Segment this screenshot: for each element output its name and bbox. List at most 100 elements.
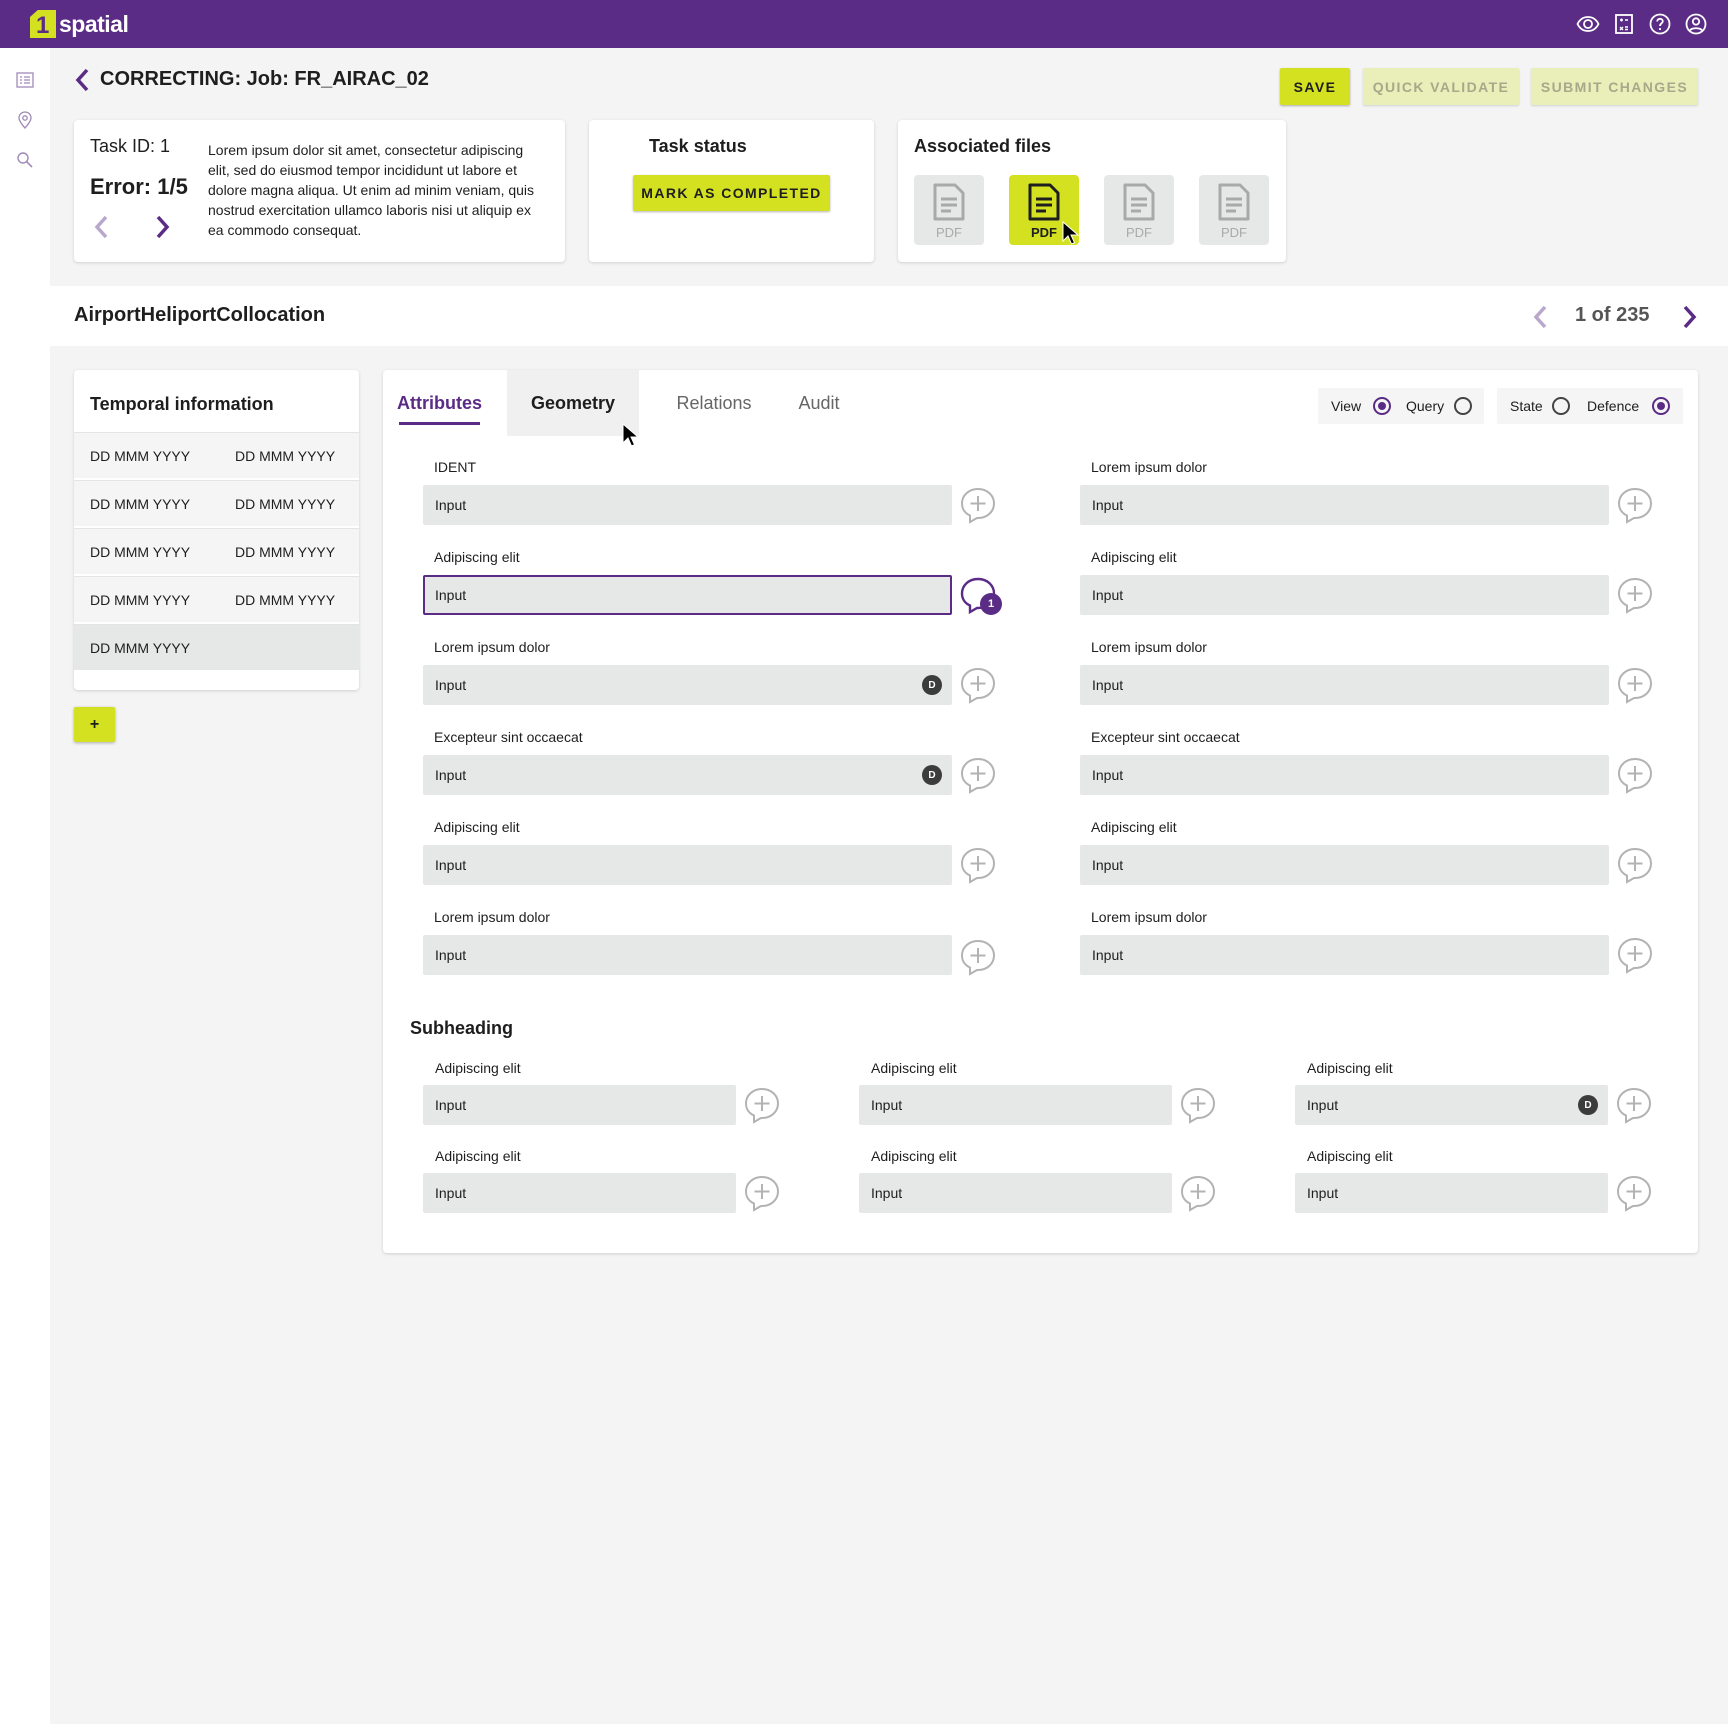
left-rail xyxy=(0,48,50,1724)
state-radio[interactable] xyxy=(1552,397,1570,415)
temporal-end-date: DD MMM YYYY xyxy=(235,496,336,512)
add-comment-icon[interactable] xyxy=(1615,575,1655,615)
field-label: Adipiscing elit xyxy=(434,549,520,565)
field-label: Adipiscing elit xyxy=(435,1060,521,1076)
search-icon[interactable] xyxy=(15,150,35,170)
add-comment-icon[interactable] xyxy=(742,1085,782,1125)
temporal-start-date: DD MMM YYYY xyxy=(90,448,191,464)
account-icon[interactable] xyxy=(1684,12,1708,36)
add-temporal-button[interactable]: + xyxy=(74,707,115,742)
text-input[interactable]: Input xyxy=(423,1173,736,1213)
state-defence-toggle: State Defence xyxy=(1497,388,1683,424)
eye-icon[interactable] xyxy=(1576,12,1600,36)
previous-error-chevron-icon[interactable] xyxy=(90,212,112,242)
associated-files-title: Associated files xyxy=(914,136,1052,156)
input-value: Input xyxy=(435,677,467,693)
text-input[interactable]: Input xyxy=(1080,845,1609,885)
document-icon xyxy=(1217,183,1251,221)
temporal-row[interactable]: DD MMM YYYY DD MMM YYYY xyxy=(74,528,359,574)
add-comment-icon[interactable] xyxy=(958,665,998,705)
add-comment-icon[interactable] xyxy=(1615,755,1655,795)
text-input-focused[interactable]: Input xyxy=(423,575,952,615)
text-input[interactable]: Input D xyxy=(423,755,952,795)
quick-validate-button[interactable]: QUICK VALIDATE xyxy=(1363,68,1519,105)
query-radio[interactable] xyxy=(1454,397,1472,415)
help-icon[interactable] xyxy=(1648,12,1672,36)
defence-badge: D xyxy=(922,675,942,695)
comment-thread-button[interactable]: 1 xyxy=(958,575,1002,615)
text-input[interactable]: Input D xyxy=(423,665,952,705)
field-label: Adipiscing elit xyxy=(871,1148,957,1164)
next-feature-chevron-icon[interactable] xyxy=(1680,303,1700,331)
text-input[interactable]: Input xyxy=(1080,575,1609,615)
field-label: Adipiscing elit xyxy=(435,1148,521,1164)
add-comment-icon[interactable] xyxy=(1615,485,1655,525)
document-icon xyxy=(1027,183,1061,221)
add-comment-icon[interactable] xyxy=(742,1173,782,1213)
field-label: Adipiscing elit xyxy=(434,819,520,835)
attributes-panel: Attributes Geometry Relations Audit View… xyxy=(383,370,1698,1253)
text-input[interactable]: Input xyxy=(423,1085,736,1125)
logo[interactable]: 1 spatial xyxy=(30,10,129,39)
text-input[interactable]: Input xyxy=(423,845,952,885)
logo-mark: 1 xyxy=(30,10,56,39)
pdf-file-tile[interactable]: PDF xyxy=(914,175,984,245)
text-input[interactable]: Input xyxy=(1080,755,1609,795)
previous-feature-chevron-icon[interactable] xyxy=(1530,303,1550,331)
field-label: Adipiscing elit xyxy=(871,1060,957,1076)
location-pin-icon[interactable] xyxy=(15,110,35,130)
comment-count-badge: 1 xyxy=(980,593,1002,615)
defence-badge: D xyxy=(1578,1095,1598,1115)
temporal-row[interactable]: DD MMM YYYY DD MMM YYYY xyxy=(74,576,359,622)
add-comment-icon[interactable] xyxy=(1178,1085,1218,1125)
tab-audit[interactable]: Audit xyxy=(798,392,840,413)
text-input[interactable]: Input xyxy=(1080,665,1609,705)
add-comment-icon[interactable] xyxy=(958,845,998,885)
add-comment-icon[interactable] xyxy=(958,937,998,977)
back-chevron-icon[interactable] xyxy=(72,66,92,94)
text-input[interactable]: Input xyxy=(859,1085,1172,1125)
add-comment-icon[interactable] xyxy=(1615,935,1655,975)
add-comment-icon[interactable] xyxy=(1178,1173,1218,1213)
logo-mark-digit: 1 xyxy=(36,12,50,39)
defence-label: Defence xyxy=(1587,398,1640,414)
tab-relations[interactable]: Relations xyxy=(676,392,752,413)
feature-type-name: AirportHeliportCollocation xyxy=(74,304,326,326)
feature-header: AirportHeliportCollocation 1 of 235 xyxy=(50,286,1728,346)
list-icon[interactable] xyxy=(15,70,35,90)
text-input[interactable]: Input xyxy=(859,1173,1172,1213)
add-comment-icon[interactable] xyxy=(1615,845,1655,885)
mark-as-completed-button[interactable]: MARK AS COMPLETED xyxy=(633,175,830,211)
defence-radio[interactable] xyxy=(1652,397,1670,415)
add-comment-icon[interactable] xyxy=(958,755,998,795)
pdf-file-tile[interactable]: PDF xyxy=(1104,175,1174,245)
text-input[interactable]: Input xyxy=(1080,935,1609,975)
add-comment-icon[interactable] xyxy=(1614,1085,1654,1125)
temporal-start-date: DD MMM YYYY xyxy=(90,544,191,560)
view-radio[interactable] xyxy=(1373,397,1391,415)
text-input[interactable]: Input xyxy=(423,935,952,975)
field-label: IDENT xyxy=(434,459,476,475)
temporal-row-selected[interactable]: DD MMM YYYY xyxy=(74,624,359,670)
text-input[interactable]: Input D xyxy=(1295,1085,1608,1125)
calculator-icon[interactable] xyxy=(1612,12,1636,36)
text-input[interactable]: Input xyxy=(1295,1173,1608,1213)
temporal-row[interactable]: DD MMM YYYY DD MMM YYYY xyxy=(74,432,359,478)
ident-input[interactable]: Input xyxy=(423,485,952,525)
add-comment-icon[interactable] xyxy=(1614,1173,1654,1213)
pdf-file-label: PDF xyxy=(1031,225,1057,240)
temporal-row[interactable]: DD MMM YYYY DD MMM YYYY xyxy=(74,480,359,526)
input-value: Input xyxy=(435,767,467,783)
temporal-end-date: DD MMM YYYY xyxy=(235,592,336,608)
tab-geometry[interactable]: Geometry xyxy=(507,370,639,436)
tab-attributes[interactable]: Attributes xyxy=(397,392,482,413)
pdf-file-tile[interactable]: PDF xyxy=(1199,175,1269,245)
submit-changes-button[interactable]: SUBMIT CHANGES xyxy=(1531,68,1698,105)
logo-text: spatial xyxy=(59,10,129,37)
add-comment-icon[interactable] xyxy=(1615,665,1655,705)
next-error-chevron-icon[interactable] xyxy=(152,212,174,242)
text-input[interactable]: Input xyxy=(1080,485,1609,525)
add-comment-icon[interactable] xyxy=(958,485,998,525)
temporal-information-card: Temporal information DD MMM YYYY DD MMM … xyxy=(74,370,359,690)
save-button[interactable]: SAVE xyxy=(1280,68,1350,105)
